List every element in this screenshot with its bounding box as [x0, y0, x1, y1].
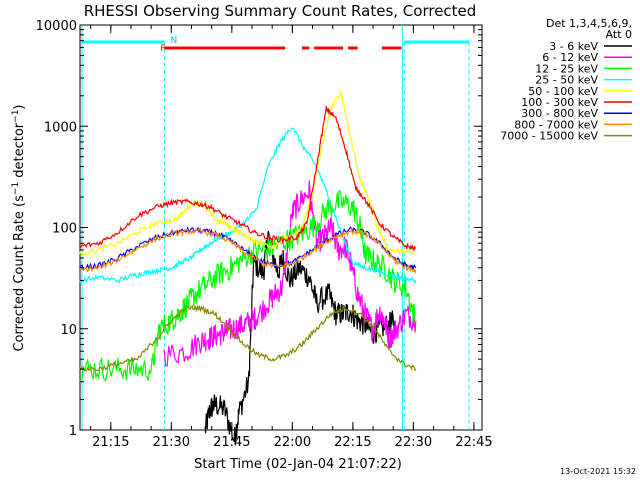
- footer-date: 13-Oct-2021 15:32: [560, 467, 636, 476]
- legend-label-9: 7000 - 15000 keV: [500, 130, 598, 143]
- legend-header-line-2: Att 0: [606, 28, 632, 41]
- legend-label-6: 100 - 300 keV: [521, 96, 598, 109]
- x-tick-label-4: 22:00: [274, 435, 311, 450]
- legend-label-1: 3 - 6 keV: [549, 40, 598, 53]
- series-layer: [78, 88, 417, 446]
- y-tick-label-3: 100: [52, 222, 77, 237]
- series-line-2: [163, 180, 417, 367]
- legend-label-7: 300 - 800 keV: [521, 107, 598, 120]
- series-line-4: [78, 127, 417, 285]
- y-axis-label-end: ): [12, 104, 27, 109]
- x-tick-label-6: 22:30: [395, 435, 432, 450]
- x-tick-label-2: 21:30: [153, 435, 190, 450]
- y-axis-label-sup1: −1: [11, 182, 21, 195]
- y-tick-label-2: 10: [60, 323, 77, 338]
- x-axis-label: Start Time (02-Jan-04 21:07:22): [194, 457, 402, 472]
- x-tick-label-3: 21:45: [213, 435, 250, 450]
- x-tick-label-1: 21:15: [92, 435, 129, 450]
- series-line-3: [78, 190, 417, 382]
- legend-label-8: 800 - 7000 keV: [514, 118, 598, 131]
- x-tick-label-5: 22:15: [334, 435, 371, 450]
- series-line-5: [78, 88, 416, 256]
- legend-header-line-1: Det 1,3,4,5,6,9,: [546, 17, 632, 30]
- legend-label-5: 50 - 100 keV: [528, 85, 598, 98]
- y-tick-label-5: 10000: [36, 19, 77, 34]
- series-line-9: [78, 304, 417, 372]
- series-line-6: [78, 106, 417, 252]
- flare-flag-label: F: [160, 44, 165, 54]
- y-axis-label-mid: detector: [12, 122, 27, 182]
- y-axis-label-main: Corrected Count Rate (s: [12, 195, 27, 352]
- legend-label-3: 12 - 25 keV: [535, 62, 598, 75]
- night-flag-label: N: [170, 36, 177, 46]
- x-tick-label-7: 22:45: [455, 435, 492, 450]
- axes-layer: 1 10 100 1000 10000 21:15 21:30 21:45 22:00 22:15…: [36, 19, 493, 450]
- chart-title: RHESSI Observing Summary Count Rates, Co…: [84, 2, 477, 20]
- y-axis-label: Corrected Count Rate (s−1 detector−1): [11, 104, 27, 351]
- legend-label-4: 25 - 50 keV: [535, 74, 598, 87]
- y-tick-label-4: 1000: [44, 120, 77, 135]
- y-axis-label-sup2: −1: [11, 110, 21, 123]
- y-tick-label-1: 1: [69, 424, 77, 439]
- legend-label-2: 6 - 12 keV: [542, 51, 598, 64]
- series-line-8: [78, 227, 417, 275]
